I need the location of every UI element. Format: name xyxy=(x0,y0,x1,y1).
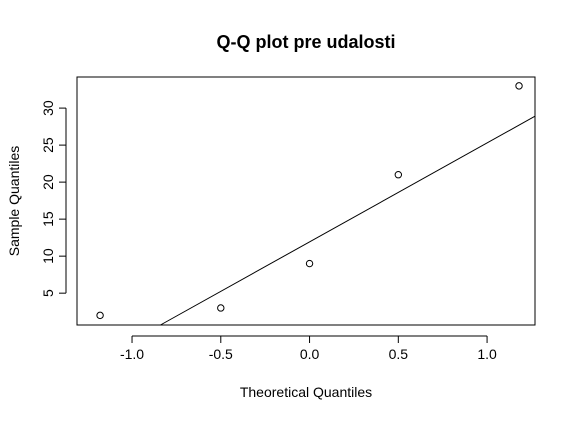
data-point xyxy=(217,304,225,312)
chart-title: Q-Q plot pre udalosti xyxy=(217,32,396,52)
y-tick-label: 20 xyxy=(40,174,56,190)
data-point xyxy=(305,259,314,268)
y-tick-label: 10 xyxy=(40,248,56,264)
data-points xyxy=(96,82,523,320)
y-axis-label: Sample Quantiles xyxy=(6,146,22,257)
plot-frame xyxy=(76,76,536,326)
y-axis: 5 10 15 20 25 30 xyxy=(40,100,67,297)
reference-line-group xyxy=(160,115,536,326)
data-point xyxy=(515,82,523,90)
y-tick-label: 5 xyxy=(40,289,56,297)
x-tick-label: -0.5 xyxy=(209,346,233,362)
x-axis-label: Theoretical Quantiles xyxy=(240,384,372,400)
y-tick-label: 15 xyxy=(40,211,56,227)
x-tick-label: -1.0 xyxy=(120,346,144,362)
data-point xyxy=(394,171,403,179)
x-axis: -1.0 -0.5 0.0 0.5 1.0 xyxy=(120,335,497,362)
y-tick-label: 25 xyxy=(40,137,56,153)
y-tick-label: 30 xyxy=(40,100,56,116)
x-tick-label: 0.5 xyxy=(389,346,409,362)
x-tick-label: 1.0 xyxy=(477,346,497,362)
data-point xyxy=(96,311,104,320)
qq-reference-line xyxy=(160,115,536,326)
x-tick-label: 0.0 xyxy=(300,346,320,362)
